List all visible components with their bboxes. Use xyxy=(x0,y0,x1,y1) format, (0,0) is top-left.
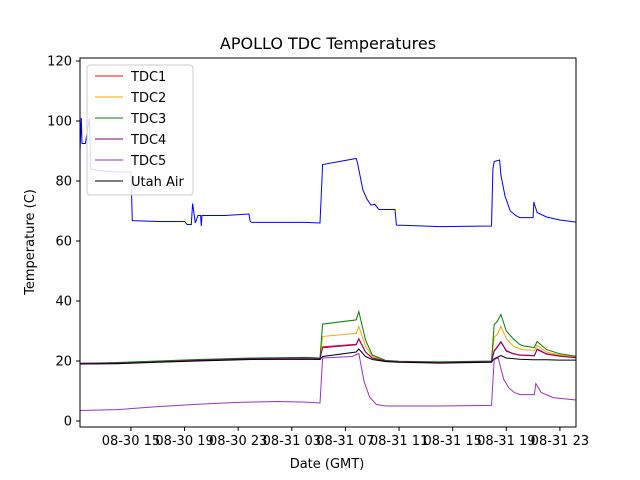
y-tick-label: 20 xyxy=(55,355,72,370)
y-tick-label: 0 xyxy=(64,415,72,430)
series-line-tdc5 xyxy=(80,352,576,411)
y-axis-label: Temperature (C) xyxy=(23,189,38,296)
y-axis: 0 20 40 60 80 100 120 xyxy=(47,55,80,430)
legend-label: Utah Air xyxy=(131,175,184,190)
x-tick-label: 08-30 23 xyxy=(209,434,267,449)
x-tick-label: 08-31 19 xyxy=(477,434,535,449)
x-tick-label: 08-30 19 xyxy=(155,434,213,449)
y-tick-label: 120 xyxy=(47,55,72,70)
x-tick-label: 08-31 11 xyxy=(370,434,428,449)
y-tick-label: 80 xyxy=(55,175,72,190)
series-line-tdc4 xyxy=(80,337,576,364)
y-tick-label: 40 xyxy=(55,295,72,310)
legend: TDC1 TDC2 TDC3 TDC4 TDC5 Utah Air xyxy=(86,64,194,196)
plot-frame xyxy=(79,57,577,428)
x-tick-label: 08-30 15 xyxy=(102,434,160,449)
legend-label: TDC2 xyxy=(130,91,166,106)
series-line-tdc-blue-trace xyxy=(80,117,576,228)
y-tick-label: 60 xyxy=(55,235,72,250)
x-axis-label: Date (GMT) xyxy=(290,457,365,472)
legend-label: TDC1 xyxy=(130,70,166,85)
series-line-utah-air xyxy=(80,348,576,365)
x-tick-label: 08-31 03 xyxy=(263,434,321,449)
x-tick-label: 08-31 23 xyxy=(531,434,589,449)
series-layer xyxy=(80,117,576,411)
chart-title: APOLLO TDC Temperatures xyxy=(220,34,436,53)
x-tick-label: 08-31 15 xyxy=(423,434,481,449)
legend-label: TDC4 xyxy=(130,133,166,148)
legend-label: TDC5 xyxy=(130,154,166,169)
y-tick-label: 100 xyxy=(47,115,72,130)
legend-label: TDC3 xyxy=(130,112,166,127)
x-tick-label: 08-31 07 xyxy=(316,434,374,449)
